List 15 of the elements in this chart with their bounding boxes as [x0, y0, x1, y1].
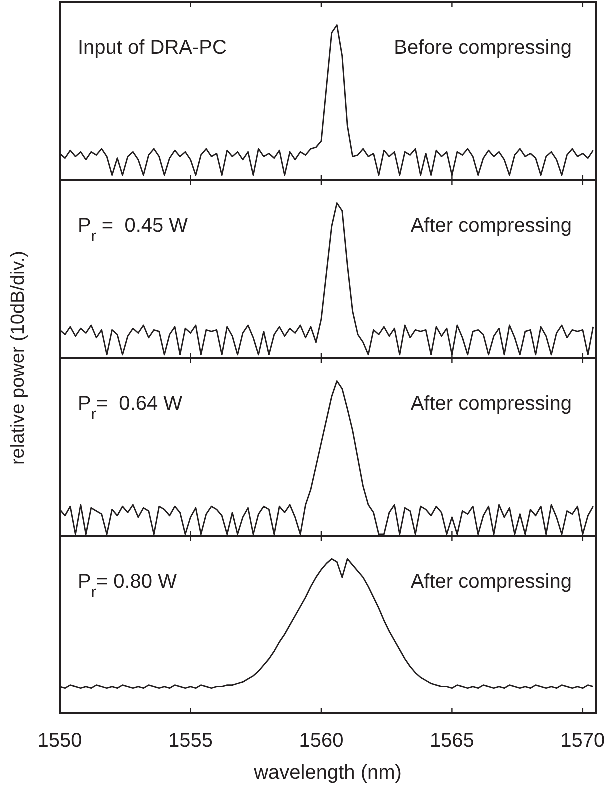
x-tick-label: 1550	[38, 730, 82, 752]
x-axis-title: wavelength (nm)	[253, 762, 402, 784]
annotation: After compressing	[410, 571, 572, 593]
x-tick-label: 1570	[560, 730, 606, 752]
annotation: P$_{r}$= 0.80 W	[78, 571, 178, 600]
x-tick-label: 1555	[168, 730, 213, 752]
x-tick-label: 1565	[430, 730, 474, 752]
annotation: Before compressing	[394, 37, 572, 59]
annotation: Input of DRA-PC	[78, 37, 227, 59]
annotation: P$_{r}$ = 0.45 W	[78, 215, 188, 244]
annotation: P$_{r}$= 0.64 W	[78, 393, 183, 422]
annotation: After compressing	[410, 393, 572, 415]
y-axis-title: relative power (10dB/div.)	[8, 250, 29, 466]
x-tick-label: 1560	[299, 730, 344, 752]
annotation: After compressing	[410, 215, 572, 237]
